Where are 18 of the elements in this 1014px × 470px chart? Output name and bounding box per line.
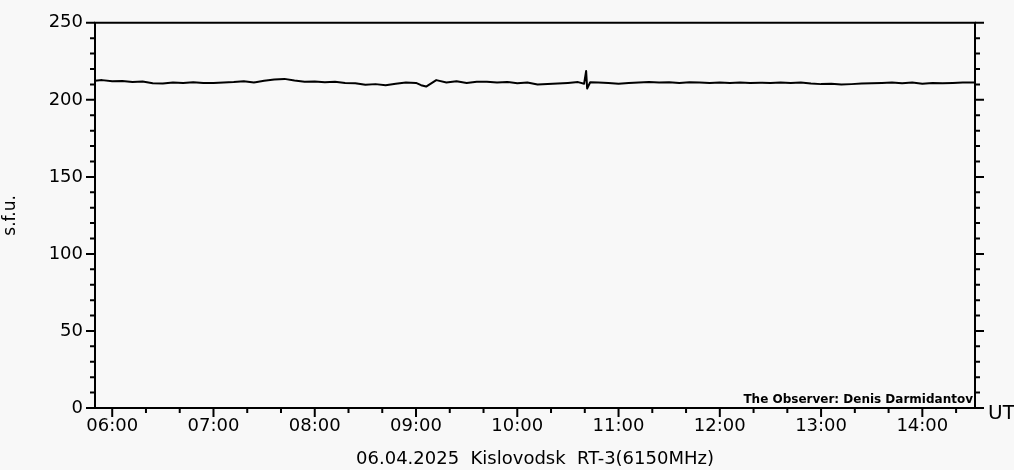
x-tick-label: 13:00 (795, 414, 848, 436)
x-tick-label: 10:00 (491, 414, 544, 436)
y-axis-title: s.f.u. (0, 195, 19, 236)
y-tick-label: 100 (48, 241, 83, 263)
y-tick-label: 0 (71, 395, 83, 417)
y-tick-label: 150 (48, 164, 83, 186)
y-tick-label: 200 (48, 87, 83, 109)
annotation: The Observer: Denis Darmidantov (743, 392, 974, 407)
x-axis-title: 06.04.2025 Kislovodsk RT-3(6150MHz) (356, 446, 714, 468)
x-tick-label: 09:00 (390, 414, 442, 436)
x-tick-label: 08:00 (288, 414, 341, 436)
x-tick-label: 12:00 (693, 414, 746, 436)
x-tick-label: 14:00 (896, 414, 949, 436)
x-tick-label: 11:00 (592, 414, 645, 436)
y-tick-label: 50 (60, 318, 83, 340)
x-tick-label: 07:00 (187, 414, 240, 436)
y-tick-label: 250 (48, 10, 83, 32)
x-tick-label: 06:00 (86, 414, 139, 436)
